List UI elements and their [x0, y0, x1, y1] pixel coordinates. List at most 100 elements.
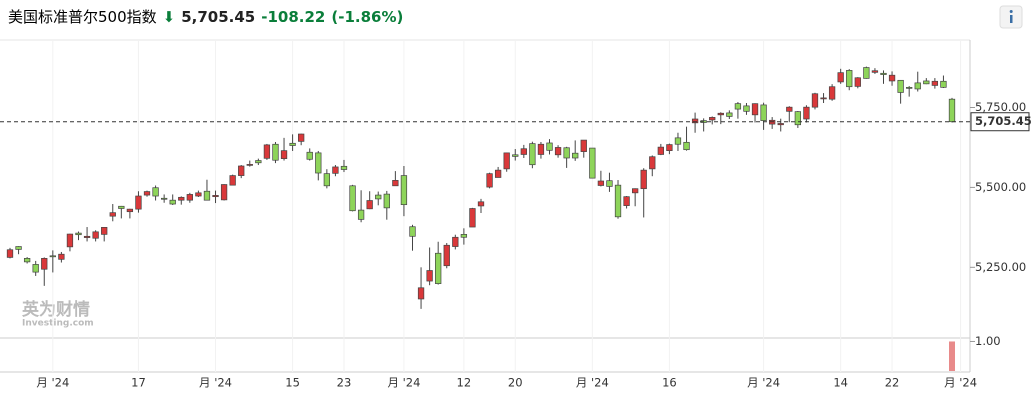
candle-body: [66, 233, 74, 248]
candle-body: [392, 180, 399, 187]
candle-body: [298, 133, 305, 142]
candle-body: [640, 169, 647, 190]
candle-body: [383, 193, 390, 209]
candle-body: [315, 152, 322, 174]
candle-body: [289, 142, 296, 146]
x-tick-label: 月 '24: [199, 376, 232, 390]
candle-body: [888, 74, 896, 82]
candle-body: [143, 191, 151, 196]
candle-body: [546, 142, 553, 151]
x-tick-label: 23: [337, 376, 352, 390]
volume-bar: [949, 341, 955, 371]
candle-body: [494, 169, 502, 178]
candle-body: [246, 164, 253, 166]
candle-body: [357, 209, 365, 220]
candle-body: [15, 246, 22, 250]
title: 美国标准普尔500指数: [8, 8, 157, 26]
change-pct: (-1.86%): [331, 8, 404, 26]
candle-body: [469, 208, 476, 228]
candle-body: [443, 244, 450, 267]
candle-body: [375, 194, 382, 200]
candle-body: [743, 105, 750, 112]
candle-body: [323, 173, 331, 187]
candle-body: [837, 72, 844, 83]
candle-body: [948, 98, 956, 123]
candle-body: [212, 195, 219, 198]
candle-body: [460, 234, 468, 238]
candle-body: [255, 160, 262, 164]
y-tick-label: 5,500.00: [975, 180, 1026, 194]
x-tick-label: 月 '24: [387, 376, 420, 390]
candle-body: [657, 146, 664, 155]
candle-body: [820, 97, 827, 100]
candle-body: [195, 192, 202, 197]
candle-body: [306, 151, 313, 160]
candle-body: [794, 111, 802, 126]
candle-body: [863, 67, 870, 79]
candle-body: [726, 112, 733, 117]
last-price-label: 5,705.45: [975, 114, 1032, 128]
candle-body: [186, 194, 193, 201]
x-tick-label: 16: [662, 376, 677, 390]
y-tick-label: 5,250.00: [975, 260, 1026, 274]
candle-body: [486, 173, 493, 188]
down-arrow: ⬇: [162, 8, 176, 26]
candle-body: [940, 80, 947, 88]
candle-body: [58, 253, 65, 260]
candle-body: [580, 139, 587, 152]
candle-body: [6, 249, 14, 258]
x-tick-label: 20: [508, 376, 523, 390]
candle-body: [178, 196, 185, 201]
candle-body: [897, 79, 904, 93]
candle-body: [906, 86, 913, 89]
candle-body: [503, 152, 510, 170]
candle-body: [409, 226, 416, 237]
candle-body: [101, 227, 108, 235]
candle-body: [332, 166, 339, 174]
candle-body: [477, 201, 485, 207]
candle-body: [135, 195, 142, 210]
x-tick-label: 14: [833, 376, 848, 390]
candle-body: [238, 165, 245, 176]
candle-body: [529, 143, 536, 166]
candle-body: [280, 150, 288, 159]
candle-body: [41, 258, 48, 270]
candle-body: [92, 231, 99, 239]
candle-body: [828, 86, 836, 100]
candle-body: [717, 112, 724, 116]
y-tick-label: 5,750.00: [975, 100, 1026, 114]
candle-body: [631, 188, 639, 194]
candle-body: [734, 103, 742, 110]
volume-tick-label: 1.00: [975, 334, 1001, 348]
candle-body: [152, 187, 159, 197]
candle-body: [118, 205, 125, 209]
x-tick-label: 22: [885, 376, 900, 390]
candle-body: [340, 165, 348, 170]
x-tick-label: 15: [285, 376, 300, 390]
x-tick-label: 月 '24: [747, 376, 780, 390]
candle-body: [417, 287, 425, 300]
candle-body: [597, 180, 605, 186]
x-tick-label: 月 '24: [944, 376, 977, 390]
candle-body: [914, 82, 921, 90]
price: 5,705.45: [181, 8, 256, 26]
candle-body: [452, 236, 459, 247]
info-icon: [1010, 15, 1013, 23]
candle-body: [923, 80, 930, 85]
change: -108.22: [261, 8, 326, 26]
candle-body: [435, 252, 442, 284]
candle-body: [786, 106, 793, 112]
candle-body: [400, 175, 408, 206]
x-tick-label: 12: [457, 376, 472, 390]
candle-body: [649, 156, 656, 170]
x-tick-label: 月 '24: [576, 376, 609, 390]
candle-body: [614, 184, 622, 218]
x-tick-label: 月 '24: [36, 376, 69, 390]
candle-body: [109, 212, 116, 217]
last-price-box: [970, 112, 1030, 132]
watermark: 英为财情: [22, 299, 90, 320]
candle-body: [751, 103, 759, 116]
candle-body: [606, 180, 613, 187]
